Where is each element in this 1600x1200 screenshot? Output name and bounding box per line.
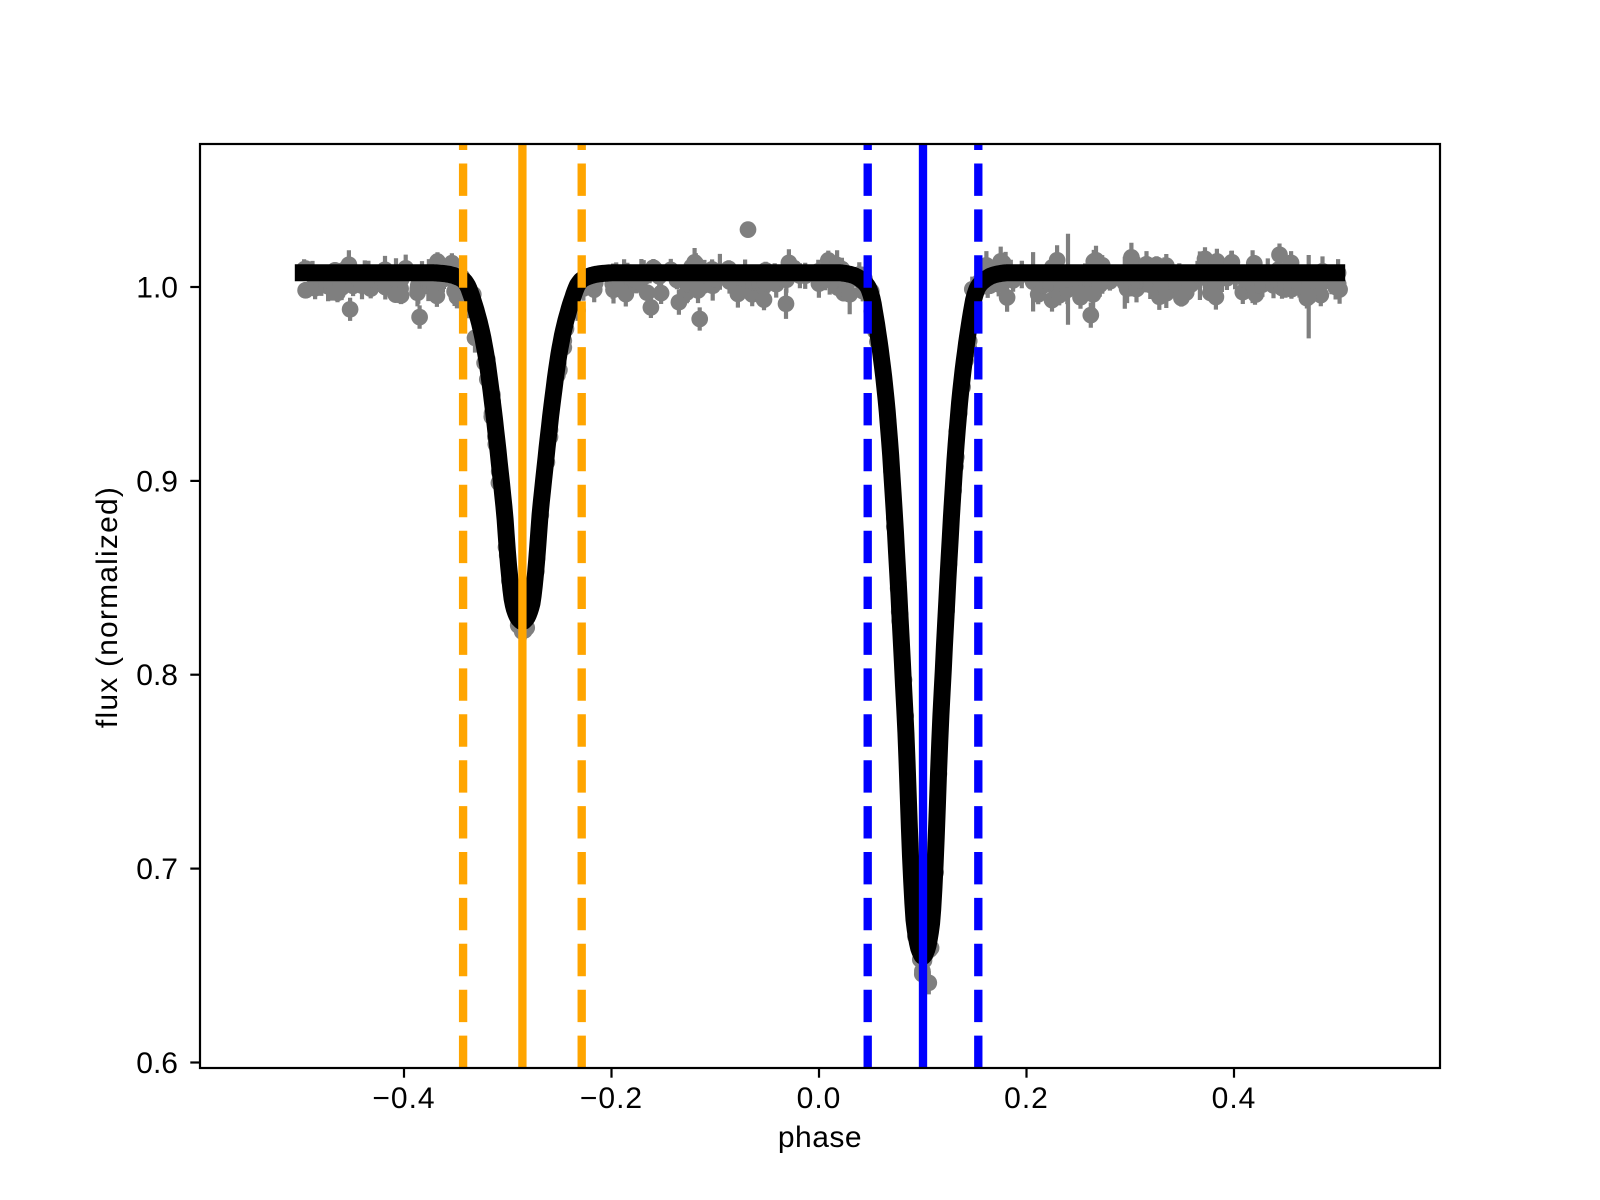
svg-text:0.8: 0.8	[136, 659, 178, 692]
svg-text:0.7: 0.7	[136, 853, 178, 886]
svg-text:0.2: 0.2	[1004, 1082, 1049, 1115]
svg-text:0.9: 0.9	[136, 465, 178, 498]
svg-text:1.0: 1.0	[136, 272, 178, 305]
svg-text:phase: phase	[778, 1121, 862, 1154]
svg-text:flux (normalized): flux (normalized)	[91, 486, 124, 728]
svg-text:0.4: 0.4	[1212, 1082, 1257, 1115]
svg-text:−0.2: −0.2	[580, 1082, 643, 1115]
svg-text:0.0: 0.0	[797, 1082, 842, 1115]
svg-text:0.6: 0.6	[136, 1047, 178, 1080]
svg-text:−0.4: −0.4	[372, 1082, 435, 1115]
